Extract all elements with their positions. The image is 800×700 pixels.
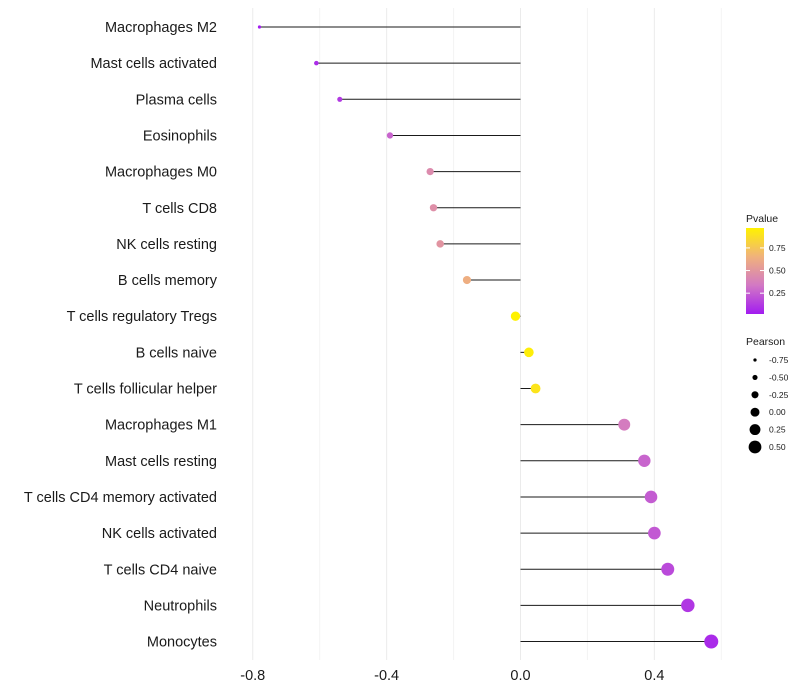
pearson-legend-dot [752,374,758,380]
x-tick-label: 0.0 [510,668,530,684]
grid-lines [252,8,722,660]
lollipop-dot [661,562,675,576]
pearson-legend-dot [753,358,757,362]
pearson-legend-label: 0.25 [769,425,786,435]
category-label: T cells regulatory Tregs [67,309,217,325]
pearson-legend-label: -0.75 [769,355,789,365]
pvalue-legend-ticks: 0.75 0.50 0.25 [746,243,786,298]
pvalue-tick-label: 0.25 [769,288,786,298]
lollipop-dot [429,204,438,212]
pearson-legend-label: 0.00 [769,407,786,417]
lollipop-dot [524,347,534,358]
category-label: T cells follicular helper [74,382,217,398]
category-label: Macrophages M0 [105,165,217,181]
lollipop-dot [644,490,658,504]
pearson-legend-dot [748,440,762,454]
x-tick-label: 0.4 [644,668,664,684]
category-label: Plasma cells [136,92,217,108]
pearson-legend-title: Pearson [746,336,785,348]
lollipop-stems [259,26,712,643]
category-label: Monocytes [147,635,217,651]
category-label: Macrophages M1 [105,418,217,434]
category-label: B cells memory [118,273,218,289]
lollipop-dot [337,96,343,102]
category-label: B cells naive [136,345,217,361]
lollipop-dot [314,60,319,66]
category-label: Macrophages M2 [105,20,217,36]
pearson-legend-keys: -0.75 -0.50 -0.25 0.00 0.25 0.50 [748,355,789,454]
pearson-legend-dot [750,407,760,417]
category-label: Mast cells resting [105,454,217,470]
lollipop-dot [426,167,434,176]
category-label: T cells CD4 memory activated [24,490,217,506]
category-label: Neutrophils [144,598,217,614]
pvalue-colorbar [746,228,764,314]
category-label: T cells CD8 [142,201,217,217]
lollipop-dot [681,598,695,613]
pearson-legend-dot [751,391,759,399]
pearson-legend-dot [749,424,761,436]
category-label: Eosinophils [143,128,217,144]
lollipop-dot [386,132,394,139]
pvalue-tick-label: 0.50 [769,266,786,276]
lollipop-dots [257,25,719,649]
pvalue-legend-title: Pvalue [746,213,778,225]
x-tick-label: -0.4 [374,668,399,684]
category-labels: Macrophages M2 Mast cells activated Plasma… [24,20,218,651]
lollipop-dot [530,383,541,394]
lollipop-dot [704,634,719,649]
category-label: T cells CD4 naive [104,562,217,578]
pvalue-tick-label: 0.75 [769,243,786,253]
category-label: Mast cells activated [90,56,217,72]
pearson-legend-label: 0.50 [769,442,786,452]
x-axis-ticks: -0.8 -0.4 0.0 0.4 [240,668,664,684]
lollipop-dot [257,25,262,29]
pearson-legend-label: -0.25 [769,390,789,400]
lollipop-dot [510,311,521,321]
lollipop-dot [618,418,631,431]
category-label: NK cells activated [102,526,217,542]
category-label: NK cells resting [116,237,217,253]
legends: Pvalue 0.750.500.25 Pearson -0.75-0.50-0… [746,213,789,454]
lollipop-dot [648,526,661,540]
lollipop-dot [462,275,472,285]
lollipop-dot [638,454,651,467]
x-tick-label: -0.8 [240,668,265,684]
lollipop-dot [436,240,444,248]
pearson-legend-label: -0.50 [769,372,789,382]
